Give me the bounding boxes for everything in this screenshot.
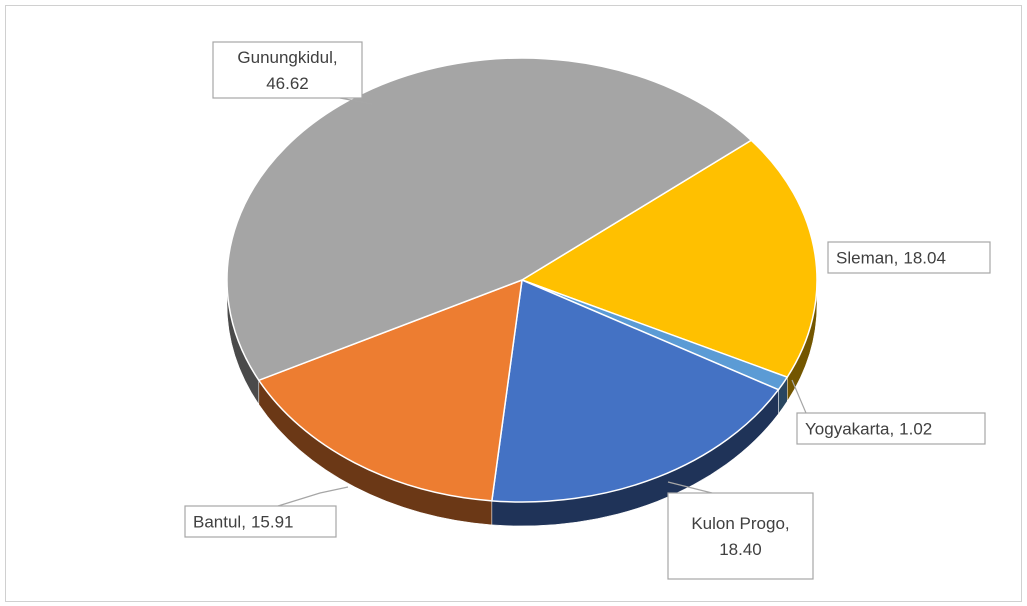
label-separator: , [333,48,338,67]
data-label: Yogyakarta, 1.02 [805,420,932,439]
leader-line [667,481,713,494]
label-category: Bantul [193,513,241,532]
label-category: Yogyakarta [805,420,890,439]
leader-line [277,486,349,507]
pie-sides [226,279,818,527]
leader-line [339,97,373,105]
label-box [184,505,337,538]
pie-slice [257,278,523,502]
label-value: 18.04 [903,249,946,268]
label-value: 18.40 [719,540,762,559]
label-box [796,412,986,445]
label-value: 1.02 [899,420,932,439]
label-category: Gunungkidul [237,48,332,67]
label-category: Sleman [836,249,894,268]
pie-slice [520,139,818,379]
label-category: Kulon Progo [691,514,785,533]
label-separator: , [241,513,246,532]
label-separator: , [894,249,899,268]
label-box [667,492,814,580]
pie-tops [226,57,818,503]
data-label: Gunungkidul, 46.62 [237,48,337,93]
leader-line [791,379,807,414]
label-value: 46.62 [266,74,309,93]
label-separator: , [889,420,894,439]
label-separator: , [785,514,790,533]
data-label: Kulon Progo, 18.40 [691,514,789,559]
label-box [827,241,991,274]
data-label: Bantul, 15.91 [193,513,293,532]
data-label: Sleman, 18.04 [836,249,946,268]
label-box [212,41,363,99]
pie-slice [490,278,780,503]
label-value: 15.91 [251,513,294,532]
